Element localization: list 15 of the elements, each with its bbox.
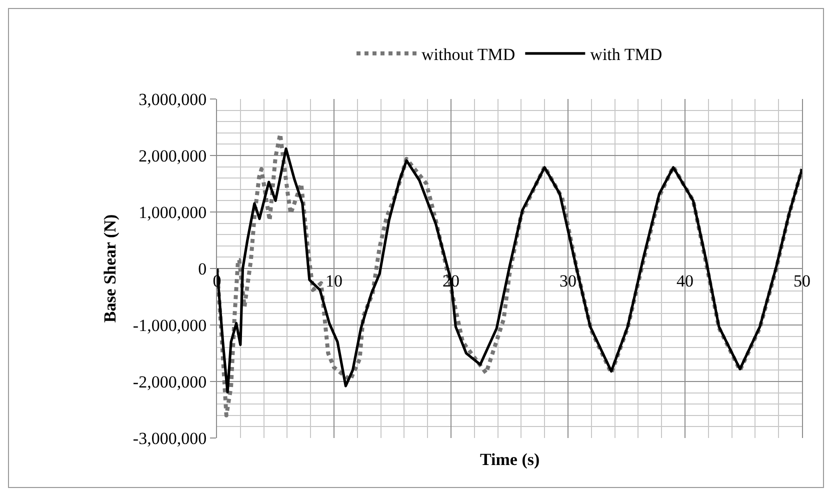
y-tick-label: 1,000,000 bbox=[138, 202, 207, 222]
x-tick-label: 50 bbox=[794, 272, 810, 290]
y-tick-label: -2,000,000 bbox=[132, 372, 207, 392]
y-axis-title: Base Shear (N) bbox=[100, 214, 120, 323]
y-tick-label: 3,000,000 bbox=[138, 90, 207, 109]
y-tick-label: 0 bbox=[198, 259, 207, 278]
x-tick-label: 30 bbox=[560, 272, 576, 290]
y-tick-label: 2,000,000 bbox=[138, 146, 207, 166]
legend-label: without TMD bbox=[422, 45, 516, 64]
x-tick-label: 10 bbox=[326, 272, 342, 290]
y-tick-label: -3,000,000 bbox=[132, 428, 207, 448]
x-tick-label: 40 bbox=[676, 272, 694, 290]
x-axis-title: Time (s) bbox=[480, 450, 540, 469]
y-tick-label: -1,000,000 bbox=[132, 316, 207, 335]
legend-label: with TMD bbox=[590, 45, 662, 64]
